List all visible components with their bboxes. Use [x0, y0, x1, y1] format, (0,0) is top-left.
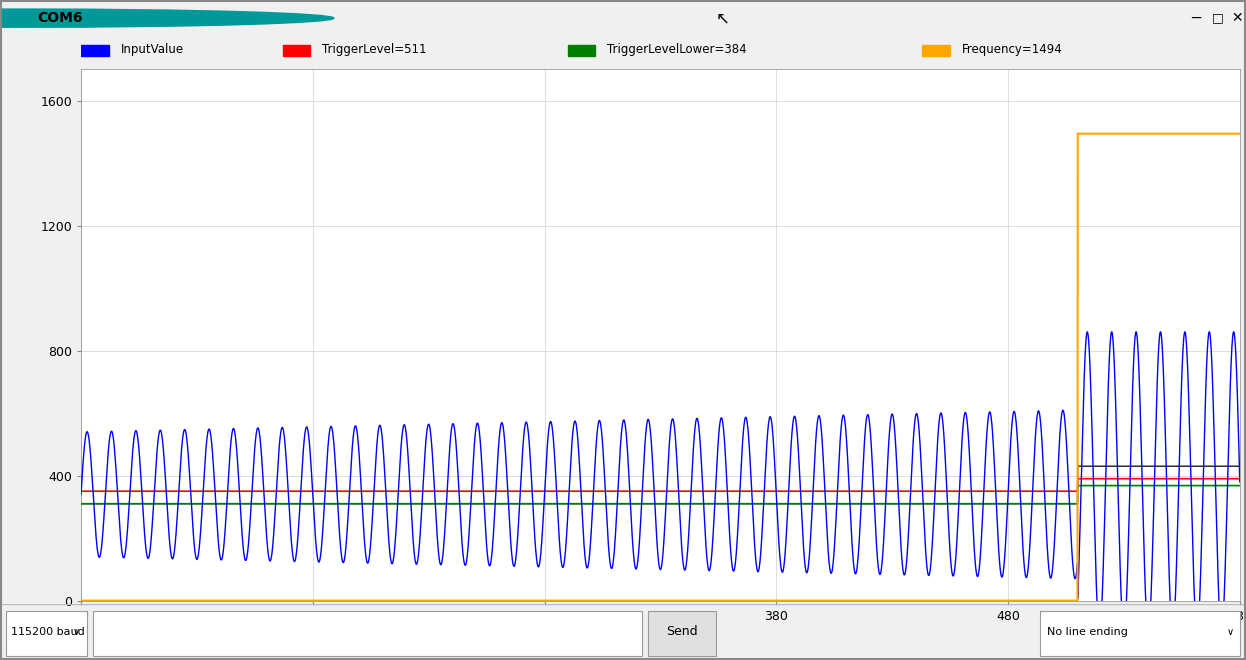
- FancyBboxPatch shape: [93, 610, 642, 655]
- FancyBboxPatch shape: [648, 610, 716, 655]
- Text: ✕: ✕: [1231, 11, 1244, 25]
- FancyBboxPatch shape: [1040, 610, 1240, 655]
- Text: ∨: ∨: [72, 627, 80, 637]
- Text: □: □: [1211, 12, 1224, 24]
- FancyBboxPatch shape: [283, 45, 310, 55]
- FancyBboxPatch shape: [81, 45, 108, 55]
- FancyBboxPatch shape: [922, 45, 949, 55]
- Text: COM6: COM6: [37, 11, 83, 25]
- FancyBboxPatch shape: [568, 45, 596, 55]
- Text: Frequency=1494: Frequency=1494: [962, 43, 1063, 56]
- Text: No line ending: No line ending: [1047, 627, 1128, 637]
- Circle shape: [0, 9, 334, 27]
- Text: InputValue: InputValue: [121, 43, 183, 56]
- FancyBboxPatch shape: [6, 610, 87, 655]
- Text: Send: Send: [667, 626, 698, 638]
- Text: TriggerLevel=511: TriggerLevel=511: [321, 43, 426, 56]
- Text: TriggerLevelLower=384: TriggerLevelLower=384: [607, 43, 746, 56]
- Text: ↖: ↖: [715, 9, 730, 27]
- Text: ─: ─: [1191, 11, 1201, 26]
- Text: ∨: ∨: [1226, 627, 1234, 637]
- Text: 115200 baud: 115200 baud: [11, 627, 85, 637]
